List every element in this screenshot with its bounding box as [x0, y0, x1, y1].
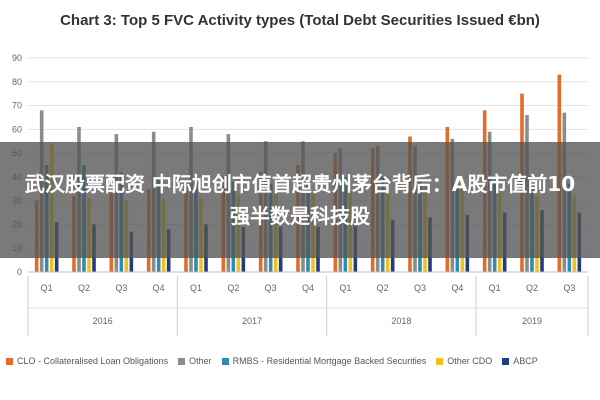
headline-text[interactable]: 武汉股票配资 中际旭创市值首超贵州茅台背后：A股市值前10强半数是科技股 [24, 172, 576, 228]
y-tick-label: 80 [12, 77, 22, 87]
legend-label: Other CDO [447, 356, 493, 366]
legend-swatch [221, 357, 229, 365]
x-tick-label: Q3 [115, 283, 127, 293]
legend-label: ABCP [513, 356, 538, 366]
x-tick-label: Q1 [339, 283, 351, 293]
legend-item[interactable]: Other CDO [436, 356, 492, 366]
x-tick-label: Q4 [451, 283, 463, 293]
legend-item[interactable]: RMBS - Residential Mortgage Backed Secur… [221, 356, 427, 366]
x-tick-label: Q4 [302, 283, 314, 293]
legend: CLO - Collateralised Loan Obligations Oth… [6, 356, 598, 366]
x-tick-label: Q1 [190, 283, 202, 293]
year-label: 2018 [391, 316, 411, 326]
x-tick-label: Q1 [489, 283, 501, 293]
x-tick-label: Q3 [563, 283, 575, 293]
year-label: 2016 [93, 316, 113, 326]
year-label: 2019 [522, 316, 542, 326]
legend-label: RMBS - Residential Mortgage Backed Secur… [232, 356, 427, 366]
x-tick-label: Q1 [41, 283, 53, 293]
legend-item[interactable]: ABCP [502, 356, 538, 366]
legend-item[interactable]: Other [178, 356, 212, 366]
legend-label: CLO - Collateralised Loan Obligations [17, 356, 169, 366]
chart-title: Chart 3: Top 5 FVC Activity types (Total… [60, 12, 540, 29]
x-tick-label: Q3 [414, 283, 426, 293]
y-tick-label: 0 [17, 267, 22, 277]
year-label: 2017 [242, 316, 262, 326]
y-tick-label: 90 [12, 53, 22, 63]
y-tick-label: 70 [12, 101, 22, 111]
headline-banner[interactable]: 武汉股票配资 中际旭创市值首超贵州茅台背后：A股市值前10强半数是科技股 [0, 142, 600, 258]
x-tick-label: Q2 [526, 283, 538, 293]
legend-label: Other [189, 356, 212, 366]
x-tick-label: Q4 [153, 283, 165, 293]
legend-swatch [6, 357, 13, 365]
x-tick-label: Q2 [227, 283, 239, 293]
legend-swatch [436, 357, 444, 365]
y-tick-label: 60 [12, 124, 22, 134]
legend-item[interactable]: CLO - Collateralised Loan Obligations [6, 356, 168, 366]
x-tick-label: Q2 [377, 283, 389, 293]
x-tick-label: Q2 [78, 283, 90, 293]
x-tick-label: Q3 [265, 283, 277, 293]
legend-swatch [178, 357, 186, 365]
legend-swatch [502, 357, 510, 365]
